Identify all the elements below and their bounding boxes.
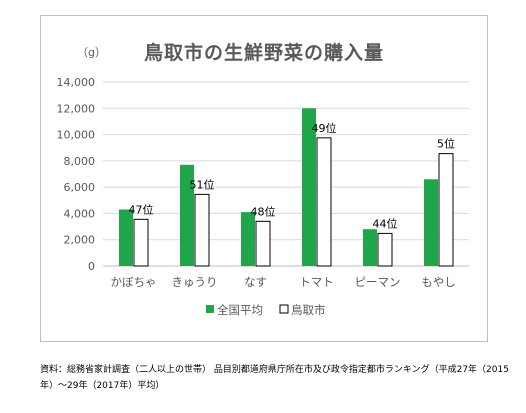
y-tick-label: 0 bbox=[88, 260, 95, 273]
bar-tottori bbox=[133, 218, 149, 267]
bar-national-average bbox=[119, 209, 133, 266]
rank-label: 5位 bbox=[437, 137, 455, 151]
bar-tottori bbox=[194, 193, 210, 267]
bar-tottori bbox=[377, 232, 393, 267]
y-tick-label: 14,000 bbox=[57, 76, 96, 89]
rank-label: 49位 bbox=[312, 121, 337, 135]
bar-national-average bbox=[180, 164, 194, 266]
rank-label: 51位 bbox=[190, 177, 215, 191]
x-tick-label: トマト bbox=[299, 275, 334, 289]
bar-national-average bbox=[302, 108, 316, 267]
legend-label: 鳥取市 bbox=[291, 303, 326, 317]
bar-national-average bbox=[241, 212, 255, 266]
chart-plot: （g） 0 2,000 4,000 6,000 8,000 10,000 12,000 14,0… bbox=[57, 46, 469, 317]
rank-label: 44位 bbox=[373, 216, 398, 230]
bar-tottori bbox=[255, 220, 271, 267]
x-tick-label: ピーマン bbox=[355, 275, 401, 289]
legend-swatch bbox=[206, 305, 214, 313]
chart-frame: 鳥取市の生鮮野菜の購入量 （g） 0 2,000 4,000 6,000 8,000 10,… bbox=[40, 15, 488, 342]
bar-national-average bbox=[424, 179, 438, 266]
x-tick-label: かぼちゃ bbox=[111, 275, 157, 289]
y-tick-label: 12,000 bbox=[57, 102, 96, 115]
y-tick-label: 8,000 bbox=[64, 155, 96, 168]
legend-label: 全国平均 bbox=[217, 303, 263, 317]
source-note: 資料：総務省家計調査（二人以上の世帯） 品目別都道府県庁所在市及び政令指定都市ラ… bbox=[40, 365, 509, 391]
x-tick-label: きゅうり bbox=[172, 275, 218, 289]
chart-title: 鳥取市の生鮮野菜の購入量 bbox=[143, 42, 384, 64]
rank-label: 47位 bbox=[129, 202, 154, 216]
bar-tottori bbox=[316, 137, 332, 267]
legend-swatch bbox=[279, 304, 289, 314]
x-tick-label: なす bbox=[244, 275, 267, 289]
y-tick-label: 4,000 bbox=[64, 207, 96, 220]
bar-national-average bbox=[363, 229, 377, 266]
y-tick-label: 10,000 bbox=[57, 129, 96, 142]
y-tick-label: 2,000 bbox=[64, 234, 96, 247]
y-tick-label: 6,000 bbox=[64, 181, 96, 194]
y-axis-unit: （g） bbox=[77, 46, 106, 59]
rank-label: 48位 bbox=[251, 204, 276, 218]
bar-tottori bbox=[438, 153, 454, 267]
x-tick-label: もやし bbox=[421, 275, 456, 289]
